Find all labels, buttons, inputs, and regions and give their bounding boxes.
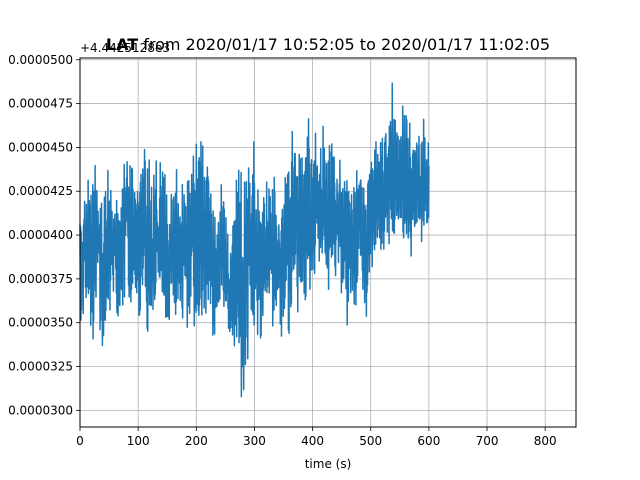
lat-series-line: [79, 82, 430, 398]
y-tick-label: 0.0000400: [8, 228, 73, 242]
grid-lines: [79, 58, 576, 427]
x-tick-label: 300: [243, 434, 266, 448]
x-tick-label: 600: [417, 434, 440, 448]
y-tick-label: 0.0000350: [8, 316, 73, 330]
y-tick-label: 0.0000475: [8, 97, 73, 111]
y-tick-label: 0.0000500: [8, 53, 73, 67]
chart-title: LAT from 2020/01/17 10:52:05 to 2020/01/…: [106, 35, 550, 54]
y-tick-label: 0.0000300: [8, 403, 73, 417]
chart-title-range: from 2020/01/17 10:52:05 to 2020/01/17 1…: [138, 35, 550, 54]
x-tick-label: 400: [301, 434, 324, 448]
y-axis-offset-label: +4.4425128e3: [80, 41, 170, 55]
y-tick-label: 0.0000375: [8, 272, 73, 286]
x-tick-label: 700: [476, 434, 499, 448]
plot-frame: [79, 57, 577, 428]
x-tick-label: 100: [127, 434, 150, 448]
chart-title-variable: LAT: [106, 35, 138, 54]
x-tick-label: 500: [359, 434, 382, 448]
data-series: [79, 82, 430, 398]
y-tick-label: 0.0000450: [8, 140, 73, 154]
x-tick-label: 200: [185, 434, 208, 448]
y-tick-label: 0.0000325: [8, 360, 73, 374]
x-tick-label: 800: [534, 434, 557, 448]
y-tick-label: 0.0000425: [8, 184, 73, 198]
x-axis-label: time (s): [305, 457, 352, 471]
y-axis-ticks: 0.0000300 0.0000325 0.0000350 0.0000375 0.00…: [8, 53, 80, 417]
x-tick-label: 0: [76, 434, 84, 448]
x-axis-ticks: 0 100 200 300 400 500 600 700 800: [76, 427, 557, 448]
